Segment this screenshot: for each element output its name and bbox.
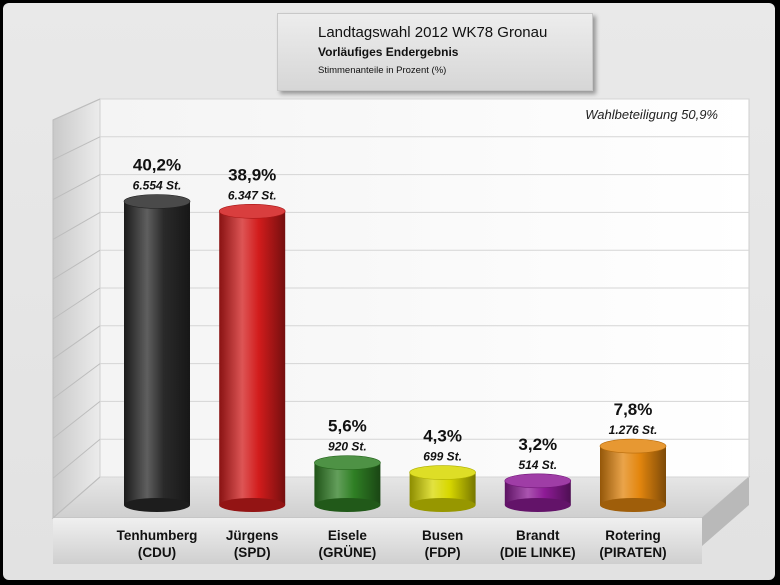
bars bbox=[123, 194, 667, 512]
value-label: 7,8% bbox=[614, 400, 653, 419]
votes-label: 699 St. bbox=[423, 450, 462, 464]
bar-rotering bbox=[599, 438, 667, 512]
bar-eisele bbox=[314, 455, 381, 512]
category-party: (DIE LINKE) bbox=[500, 545, 576, 560]
category-party: (SPD) bbox=[234, 545, 271, 560]
category-name: Tenhumberg bbox=[117, 528, 198, 543]
category-party: (CDU) bbox=[138, 545, 176, 560]
value-label: 4,3% bbox=[423, 427, 462, 446]
gridlines bbox=[52, 98, 749, 519]
votes-label: 6.554 St. bbox=[133, 178, 182, 192]
category-party: (GRÜNE) bbox=[319, 545, 377, 560]
category-name: Busen bbox=[422, 528, 463, 543]
gridline bbox=[52, 174, 749, 201]
chart-subtitle-units: Stimmenanteile in Prozent (%) bbox=[318, 65, 447, 76]
turnout-annotation: Wahlbeteiligung 50,9% bbox=[585, 107, 718, 122]
gridline bbox=[52, 325, 749, 360]
value-labels: 40,2% 6.554 St. 38,9% 6.347 St. 5,6% 920 St. 4… bbox=[133, 155, 658, 471]
gridline bbox=[52, 400, 749, 439]
value-label: 38,9% bbox=[228, 165, 276, 184]
votes-label: 920 St. bbox=[328, 440, 367, 454]
gridline bbox=[52, 211, 749, 240]
category-party: (PIRATEN) bbox=[599, 545, 666, 560]
category-name: Rotering bbox=[605, 528, 661, 543]
floor-front-edge bbox=[702, 477, 749, 546]
category-band bbox=[53, 518, 702, 564]
gridline bbox=[52, 98, 749, 121]
category-party: (FDP) bbox=[425, 545, 461, 560]
value-label: 3,2% bbox=[518, 435, 557, 454]
category-labels: Tenhumberg (CDU) Jürgens (SPD) Eisele (GRÜNE)… bbox=[117, 528, 667, 560]
bar-jürgens bbox=[218, 204, 286, 512]
category-name: Jürgens bbox=[226, 528, 279, 543]
votes-label: 1.276 St. bbox=[609, 423, 658, 437]
bar-tenhumberg bbox=[123, 194, 191, 512]
chart-title: Landtagswahl 2012 WK78 Gronau bbox=[318, 24, 548, 41]
title-box: Landtagswahl 2012 WK78 Gronau Vorläufige… bbox=[277, 13, 593, 91]
value-label: 5,6% bbox=[328, 417, 367, 436]
gridline bbox=[52, 249, 749, 280]
gridline bbox=[52, 136, 749, 161]
gridline bbox=[52, 363, 749, 400]
bar-busen bbox=[409, 465, 476, 512]
value-label: 40,2% bbox=[133, 155, 181, 174]
bar-brandt bbox=[504, 473, 572, 512]
category-name: Eisele bbox=[328, 528, 368, 543]
votes-label: 514 St. bbox=[518, 458, 557, 472]
category-name: Brandt bbox=[516, 528, 560, 543]
chart-subtitle: Vorläufiges Endergebnis bbox=[318, 45, 459, 59]
side-wall bbox=[52, 98, 101, 520]
votes-label: 6.347 St. bbox=[228, 188, 277, 202]
gridline bbox=[52, 287, 749, 320]
